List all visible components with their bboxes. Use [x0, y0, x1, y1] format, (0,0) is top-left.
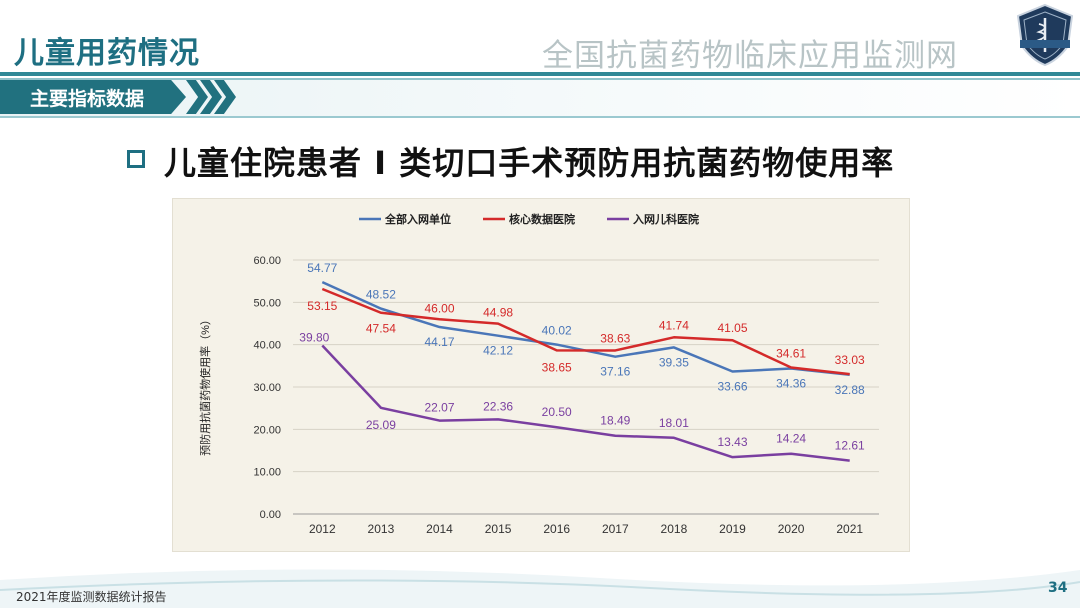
y-tick-label: 10.00: [253, 467, 281, 479]
y-tick-label: 60.00: [253, 255, 281, 267]
data-label: 33.66: [717, 380, 747, 394]
data-label: 18.49: [600, 414, 630, 428]
x-tick-label: 2013: [368, 522, 395, 536]
data-label: 38.63: [600, 331, 630, 345]
x-tick-label: 2015: [485, 522, 512, 536]
slide-heading: 儿童住院患者 Ⅰ 类切口手术预防用抗菌药物使用率: [164, 144, 895, 182]
series-line: [321, 344, 850, 462]
data-label: 33.03: [835, 353, 865, 367]
data-label: 39.80: [299, 331, 329, 345]
line-chart: 0.00 10.00 20.00 30.00 40.00 50.00 60.00 2012 2…: [198, 212, 879, 536]
data-label: 41.74: [659, 318, 689, 332]
line-chart-panel: 0.00 10.00 20.00 30.00 40.00 50.00 60.00 2012 2…: [172, 198, 910, 552]
section-tab: [0, 80, 186, 114]
data-label: 22.07: [424, 401, 454, 415]
header-rule-thin: [0, 78, 1080, 80]
data-label: 42.12: [483, 344, 513, 358]
data-label: 25.09: [366, 418, 396, 432]
data-label: 44.98: [483, 306, 513, 320]
x-tick-label: 2018: [661, 522, 688, 536]
section-rule: [0, 116, 1080, 118]
x-tick-label: 2021: [836, 522, 863, 536]
data-label: 41.05: [717, 321, 747, 335]
data-label: 14.24: [776, 432, 806, 446]
page-number: 34: [1048, 580, 1068, 596]
data-label: 40.02: [542, 324, 572, 338]
data-label: 47.54: [366, 322, 396, 336]
y-tick-label: 50.00: [253, 297, 281, 309]
data-label: 37.16: [600, 365, 630, 379]
y-tick-label: 30.00: [253, 382, 281, 394]
square-bullet-icon: [127, 150, 145, 168]
data-label: 32.88: [835, 383, 865, 397]
data-label: 46.00: [424, 301, 454, 315]
y-tick-label: 0.00: [260, 509, 281, 521]
data-label: 18.01: [659, 416, 689, 430]
data-label: 34.36: [776, 377, 806, 391]
data-label: 34.61: [776, 346, 806, 360]
legend-entry: 入网儿科医院: [633, 212, 699, 226]
y-tick-label: 40.00: [253, 340, 281, 352]
x-tick-label: 2016: [543, 522, 570, 536]
series-line: [321, 287, 850, 376]
data-label: 48.52: [366, 288, 396, 302]
organization-logo: [1016, 3, 1074, 67]
legend-entry: 全部入网单位: [384, 212, 451, 226]
x-tick-label: 2012: [309, 522, 336, 536]
data-label: 38.65: [542, 360, 572, 374]
legend-entry: 核心数据医院: [509, 212, 575, 226]
data-label: 22.36: [483, 399, 513, 413]
section-label: 主要指标数据: [30, 88, 145, 110]
data-label: 53.15: [307, 299, 337, 313]
slide-topic-title: 儿童用药情况: [14, 36, 200, 71]
footer-report-name: 2021年度监测数据统计报告: [16, 590, 167, 604]
header-rule: [0, 72, 1080, 76]
data-label: 39.35: [659, 355, 689, 369]
x-tick-label: 2014: [426, 522, 453, 536]
x-tick-label: 2017: [602, 522, 629, 536]
data-label: 12.61: [835, 439, 865, 453]
data-label: 54.77: [307, 261, 337, 275]
footer-decoration: [0, 569, 1080, 608]
data-label: 20.50: [542, 405, 572, 419]
organization-name: 全国抗菌药物临床应用监测网: [542, 38, 958, 74]
x-tick-label: 2020: [778, 522, 805, 536]
y-tick-label: 20.00: [253, 424, 281, 436]
data-label: 13.43: [717, 435, 747, 449]
series-line: [321, 281, 850, 377]
data-label: 44.17: [424, 335, 454, 349]
y-axis-label: 预防用抗菌药物使用率（%）: [198, 314, 212, 456]
x-tick-label: 2019: [719, 522, 746, 536]
